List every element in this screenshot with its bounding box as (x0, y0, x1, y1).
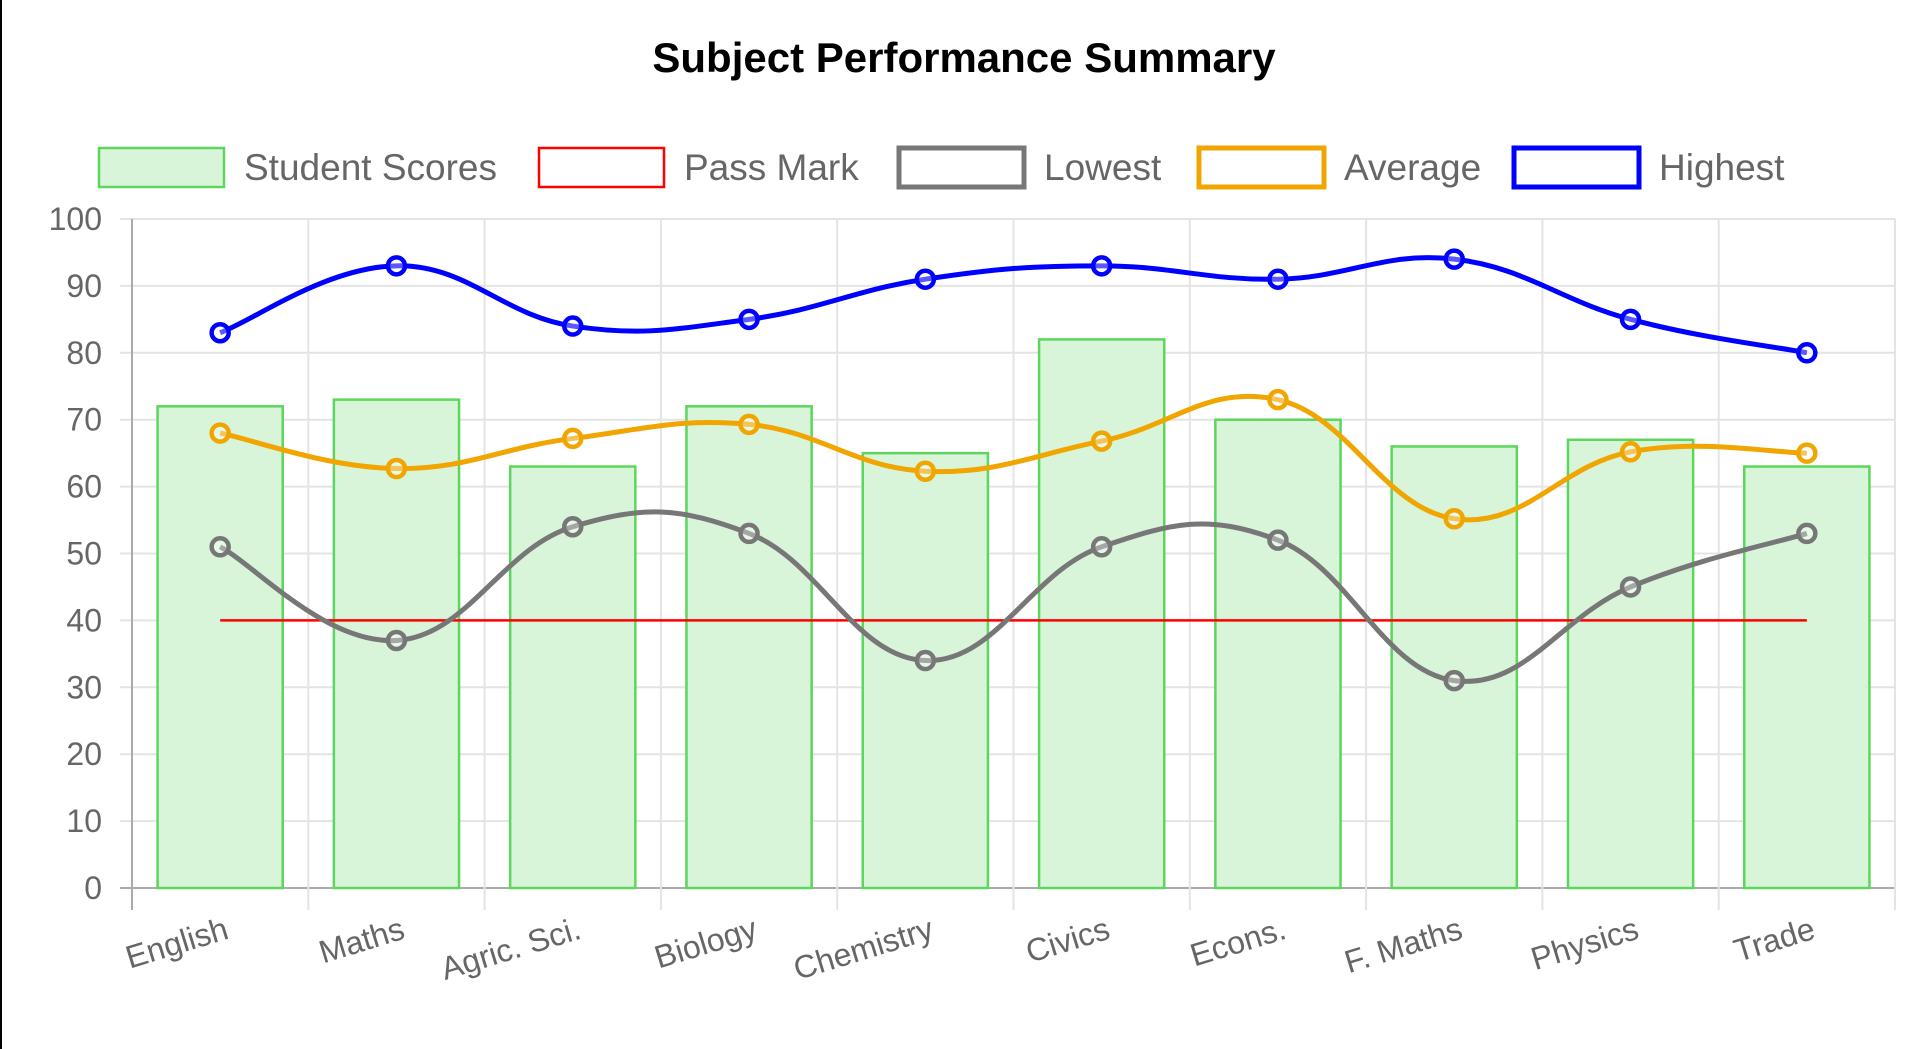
lowest-point (385, 629, 408, 652)
legend-swatch (1511, 145, 1642, 190)
lowest-line (218, 509, 1808, 684)
y-tick-label: 50 (66, 536, 102, 572)
bar (156, 405, 284, 890)
highest-point (385, 255, 408, 277)
highest-line (219, 255, 1808, 356)
lowest-point (209, 536, 231, 558)
x-tick-label: Civics (1022, 910, 1114, 969)
highest-point (1443, 248, 1465, 270)
lowest-point (914, 649, 937, 672)
average-point (1796, 442, 1818, 464)
legend-swatch (97, 146, 226, 189)
line-layer (209, 248, 1818, 692)
bar (332, 398, 461, 890)
x-tick-label: Econs. (1186, 910, 1290, 973)
y-tick-label: 30 (66, 669, 102, 705)
lowest-point (1796, 522, 1818, 545)
legend: Student Scores Pass Mark Lowest Average High… (97, 145, 1785, 190)
average-point (385, 457, 408, 480)
y-tick-label: 70 (66, 402, 102, 438)
y-tick-label: 80 (66, 335, 102, 371)
legend-label: Pass Mark (684, 147, 859, 188)
average-point (1090, 430, 1113, 452)
x-tick-label: Biology (650, 910, 761, 975)
bar (1214, 418, 1342, 890)
y-tick-label: 10 (66, 803, 102, 839)
y-tick-label: 20 (66, 736, 102, 772)
average-point (1267, 388, 1289, 411)
x-tick-label: F. Maths (1340, 910, 1466, 980)
average-point (914, 460, 937, 482)
highest-point (738, 308, 760, 331)
highest-point (1090, 255, 1113, 277)
lowest-point (738, 522, 760, 545)
highest-point (1267, 268, 1289, 290)
highest-point (1796, 342, 1818, 364)
highest-point (209, 321, 231, 344)
highest-point (914, 268, 937, 290)
legend-swatch (896, 145, 1027, 190)
lowest-point (1267, 529, 1289, 551)
y-tick-label: 90 (66, 268, 102, 304)
legend-label: Student Scores (244, 147, 497, 188)
chart-title: Subject Performance Summary (652, 34, 1276, 81)
x-tick-label: Physics (1527, 910, 1643, 977)
average-line (219, 393, 1807, 523)
legend-label: Highest (1659, 147, 1785, 188)
legend-label: Lowest (1044, 147, 1162, 188)
bar (1037, 338, 1166, 890)
lowest-point (562, 515, 584, 538)
x-tick-label: Maths (315, 910, 409, 970)
average-point (738, 413, 760, 436)
legend-swatch (537, 146, 666, 189)
lowest-point (1619, 576, 1642, 598)
lowest-point (1443, 669, 1465, 692)
average-point (209, 422, 231, 444)
average-point (562, 427, 584, 450)
y-tick-label: 60 (66, 469, 102, 505)
y-tick-label: 100 (49, 201, 102, 237)
y-tick-label: 0 (84, 870, 102, 906)
highest-point (562, 315, 584, 337)
average-point (1443, 507, 1465, 530)
legend-swatch (1196, 145, 1327, 190)
x-tick-label: Chemistry (789, 910, 937, 987)
y-tick-label: 40 (66, 602, 102, 638)
legend-label: Average (1344, 147, 1481, 188)
x-tick-label: Agric. Sci. (437, 910, 585, 987)
x-tick-label: Trade (1730, 910, 1819, 969)
lowest-point (1090, 536, 1113, 558)
average-point (1619, 441, 1642, 463)
bar (1743, 465, 1871, 890)
bar (1566, 438, 1695, 890)
x-tick-label: English (121, 910, 232, 975)
highest-point (1619, 308, 1642, 331)
bar (685, 405, 813, 890)
